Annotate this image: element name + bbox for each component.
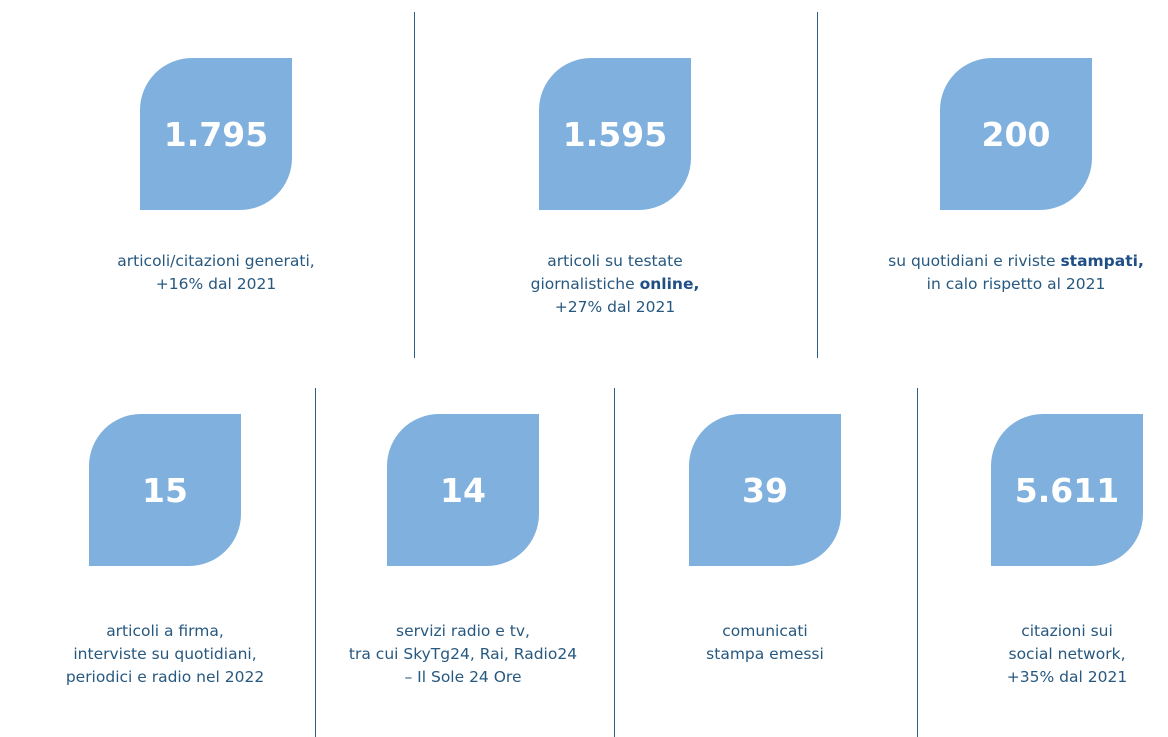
column-divider xyxy=(614,388,615,737)
column-divider xyxy=(917,388,918,737)
stat-value: 200 xyxy=(940,58,1092,210)
stat-description: articoli/citazioni generati, +16% dal 202… xyxy=(66,250,366,296)
text: articoli su testate xyxy=(547,252,683,270)
stat-value: 5.611 xyxy=(991,414,1143,566)
stat-description: servizi radio e tv, tra cui SkyTg24, Rai,… xyxy=(313,620,613,689)
text: +16% dal 2021 xyxy=(155,275,277,293)
column-divider xyxy=(315,388,316,737)
text: interviste su quotidiani, xyxy=(73,645,257,663)
description-line: articoli su testate xyxy=(465,250,765,273)
text: social network, xyxy=(1008,645,1126,663)
text: +27% dal 2021 xyxy=(554,298,676,316)
description-line: social network, xyxy=(917,643,1168,666)
description-line: articoli a firma, xyxy=(15,620,315,643)
column-divider xyxy=(817,12,818,358)
text: servizi radio e tv, xyxy=(396,622,530,640)
text: articoli/citazioni generati, xyxy=(117,252,315,270)
description-line: su quotidiani e riviste stampati, xyxy=(866,250,1166,273)
text: stampa emessi xyxy=(706,645,824,663)
text: citazioni sui xyxy=(1021,622,1113,640)
description-line: +16% dal 2021 xyxy=(66,273,366,296)
description-line: periodici e radio nel 2022 xyxy=(15,666,315,689)
description-line: in calo rispetto al 2021 xyxy=(866,273,1166,296)
description-line: citazioni sui xyxy=(917,620,1168,643)
stat-value: 1.795 xyxy=(140,58,292,210)
description-line: stampa emessi xyxy=(615,643,915,666)
stat-value: 15 xyxy=(89,414,241,566)
stat-value: 39 xyxy=(689,414,841,566)
description-line: – Il Sole 24 Ore xyxy=(313,666,613,689)
text: +35% dal 2021 xyxy=(1006,668,1128,686)
description-line: giornalistiche online, xyxy=(465,273,765,296)
description-line: +27% dal 2021 xyxy=(465,296,765,319)
stat-value: 14 xyxy=(387,414,539,566)
description-line: servizi radio e tv, xyxy=(313,620,613,643)
stat-description: su quotidiani e riviste stampati, in calo… xyxy=(866,250,1166,296)
text: articoli a firma, xyxy=(106,622,224,640)
stat-value: 1.595 xyxy=(539,58,691,210)
description-line: comunicati xyxy=(615,620,915,643)
description-line: +35% dal 2021 xyxy=(917,666,1168,689)
stat-description: citazioni sui social network, +35% dal 202… xyxy=(917,620,1168,689)
text: – Il Sole 24 Ore xyxy=(404,668,522,686)
column-divider xyxy=(414,12,415,358)
text: in calo rispetto al 2021 xyxy=(926,275,1106,293)
description-line: tra cui SkyTg24, Rai, Radio24 xyxy=(313,643,613,666)
stat-description: comunicati stampa emessi xyxy=(615,620,915,666)
description-line: interviste su quotidiani, xyxy=(15,643,315,666)
text: comunicati xyxy=(722,622,808,640)
text: tra cui SkyTg24, Rai, Radio24 xyxy=(348,645,578,663)
stat-description: articoli a firma, interviste su quotidian… xyxy=(15,620,315,689)
description-line: articoli/citazioni generati, xyxy=(66,250,366,273)
text: su quotidiani e riviste xyxy=(888,252,1061,270)
highlight-text: stampati, xyxy=(1060,252,1144,270)
text: periodici e radio nel 2022 xyxy=(65,668,265,686)
stat-description: articoli su testate giornalistiche online… xyxy=(465,250,765,319)
text: giornalistiche xyxy=(530,275,640,293)
highlight-text: online, xyxy=(639,275,700,293)
